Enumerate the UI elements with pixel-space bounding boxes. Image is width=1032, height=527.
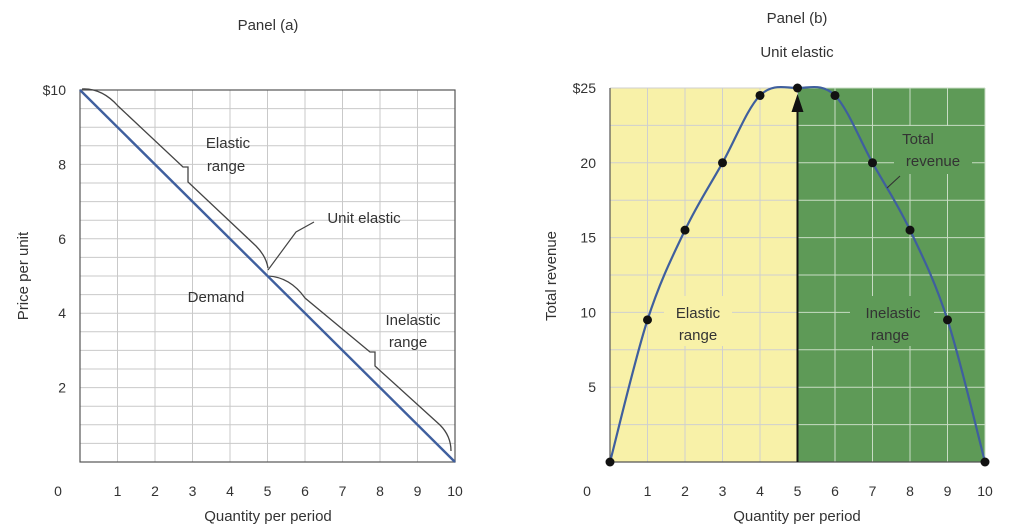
panel-a-x-axis-label: Quantity per period — [204, 508, 332, 525]
panel-b-inelastic-label: Inelastic — [865, 305, 921, 322]
panel-a-x-tick-label: 7 — [339, 483, 347, 499]
panel-b-y-tick-label: 15 — [580, 230, 596, 246]
panel-a-elastic-bracket — [81, 88, 269, 269]
panel-b-inelastic-label: range — [871, 327, 909, 344]
panel-a-x-tick-label: 4 — [226, 483, 234, 499]
panel-b-total-revenue-pointer — [886, 175, 901, 189]
panel-a-x-tick-label: 5 — [264, 483, 272, 499]
panel-b-x-tick-label: 10 — [977, 483, 993, 499]
panel-a-frame — [79, 89, 456, 463]
panel-b-unit-elastic-arrowhead — [791, 94, 804, 112]
panel-a-x-tick-label: 9 — [414, 483, 422, 499]
panel-b-data-point — [643, 315, 652, 325]
panel-b-data-point — [680, 225, 690, 235]
panel-b-x-axis-label: Quantity per period — [733, 508, 861, 525]
panel-b-y-tick-label: 5 — [588, 379, 596, 395]
panel-a-x-tick-label: 6 — [301, 483, 309, 499]
panel-a-y-axis-label: Price per unit — [15, 231, 32, 320]
panel-b-data-point — [943, 315, 952, 325]
panel-b-y-axis-label: Total revenue — [543, 231, 560, 321]
panel-b-subtitle: Unit elastic — [760, 44, 834, 61]
panel-b-x-tick-label: 9 — [944, 483, 952, 499]
panel-b-x-tick-label: 0 — [583, 483, 591, 499]
panel-a-unit-elastic-label: Unit elastic — [327, 210, 401, 227]
panel-b-x-tick-label: 7 — [869, 483, 877, 499]
panel-a-x-tick-label: 3 — [189, 483, 197, 499]
panel-a-y-tick-label: 2 — [58, 380, 66, 396]
panel-b-x-tick-label: 6 — [831, 483, 839, 499]
panel-b-x-tick-label: 5 — [794, 483, 802, 499]
panel-a-x-tick-label: 2 — [151, 483, 159, 499]
panel-a-x-tick-label: 8 — [376, 483, 384, 499]
panel-b-data-point — [755, 90, 765, 100]
panel-a-y-tick-label: 6 — [58, 231, 66, 247]
panel-b-data-point — [905, 225, 915, 235]
panel-b-data-point — [830, 90, 840, 100]
panel-b-y-tick-label: 20 — [580, 155, 596, 171]
panel-b-inelastic-label-bg — [850, 296, 934, 346]
panel-a-y-tick-label: 8 — [58, 156, 66, 172]
panel-a-demand-line — [79, 89, 456, 463]
panel-b-data-point — [793, 83, 802, 93]
panel-b-x-tick-label: 4 — [756, 483, 764, 499]
panel-b-title: Panel (b) — [767, 10, 828, 27]
panel-b-total-revenue-label-bg — [894, 126, 972, 174]
panel-a-y-tick-label: $10 — [43, 82, 67, 98]
panel-a-elastic-label: Elastic — [206, 135, 251, 152]
panel-a-inelastic-label: Inelastic — [385, 312, 441, 329]
panel-b-elastic-label-bg — [664, 296, 732, 346]
panel-b-data-point — [718, 158, 727, 168]
panel-a-x-tick-label: 0 — [54, 483, 62, 499]
panel-b-x-tick-label: 1 — [644, 483, 652, 499]
panel-b-total-revenue-label: Total — [902, 131, 934, 148]
panel-b-x-tick-label: 8 — [906, 483, 914, 499]
panel-b-total-revenue-label: revenue — [906, 153, 960, 170]
panel-a-unit-elastic-pointer — [267, 221, 315, 271]
panel-a-inelastic-label: range — [389, 334, 427, 351]
panel-b-x-tick-label: 2 — [681, 483, 689, 499]
panel-a-x-tick-label: 10 — [447, 483, 463, 499]
panel-b-data-point — [868, 158, 877, 168]
panel-b-data-point — [980, 457, 990, 467]
panel-b-y-tick-label: $25 — [573, 80, 597, 96]
panel-a-y-tick-label: 4 — [58, 305, 66, 321]
panel-b-elastic-label: range — [679, 327, 717, 344]
panel-b-data-point — [605, 457, 615, 467]
panel-a-demand-label: Demand — [188, 289, 245, 306]
panel-a-inelastic-bracket — [267, 275, 452, 452]
panel-b-elastic-label: Elastic — [676, 305, 721, 322]
panel-a-elastic-label: range — [207, 158, 245, 175]
panel-b-y-tick-label: 10 — [580, 304, 596, 320]
panel-b-x-tick-label: 3 — [719, 483, 727, 499]
panel-a-title: Panel (a) — [238, 17, 299, 34]
panel-a-x-tick-label: 1 — [114, 483, 122, 499]
